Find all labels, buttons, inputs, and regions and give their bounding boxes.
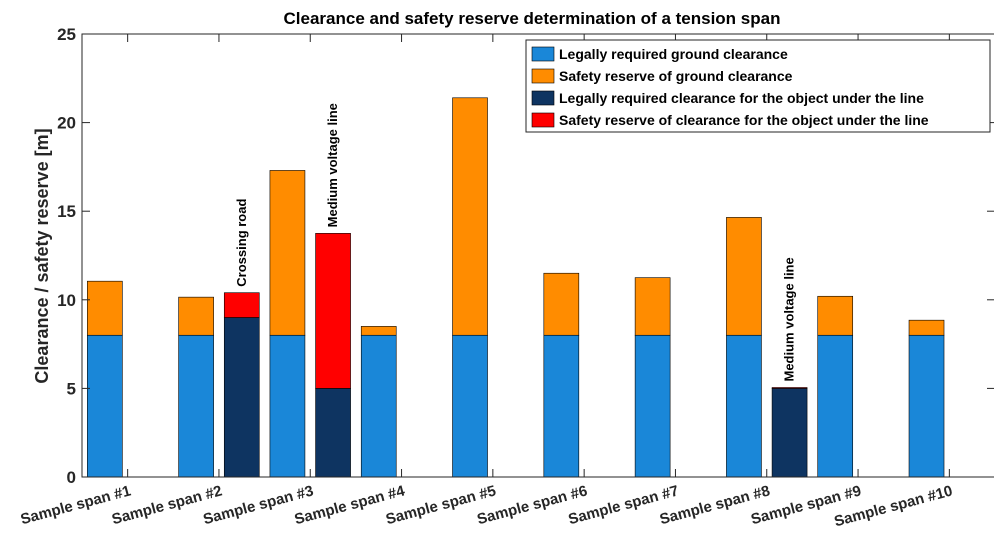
legend-label: Safety reserve of clearance for the obje… [559, 112, 929, 128]
chart-title: Clearance and safety reserve determinati… [284, 9, 781, 28]
bar-segment [908, 319, 945, 336]
bar-segment [360, 334, 397, 478]
y-tick-label: 15 [57, 202, 76, 221]
bar-segment [726, 334, 762, 478]
bar-segment [87, 334, 123, 478]
legend-swatch [531, 46, 555, 62]
bar-segment [178, 334, 214, 478]
bar-segment [452, 97, 488, 336]
y-tick-label: 10 [57, 291, 76, 310]
bar-segment [543, 334, 580, 478]
legend-box [525, 39, 991, 133]
y-tick-label: 0 [67, 468, 76, 487]
bar-segment [315, 233, 351, 389]
legend-label: Legally required ground clearance [559, 46, 788, 62]
bar-segment [452, 334, 488, 478]
bar-segment [634, 334, 671, 478]
legend-swatch [531, 112, 555, 128]
bar-segment [817, 295, 854, 336]
bars-layer [87, 97, 945, 478]
legend-swatch [531, 68, 555, 84]
bar-segment [178, 296, 214, 336]
bar-segment [726, 217, 762, 336]
y-axis-label: Clearance / safety reserve [m] [32, 128, 52, 383]
bar-segment [269, 170, 306, 336]
y-tick-label: 25 [57, 25, 76, 44]
plot-frame [81, 33, 994, 478]
legend-label: Legally required clearance for the objec… [559, 90, 924, 106]
bar-annotation: Medium voltage line [325, 103, 340, 227]
legend: Legally required ground clearance Safety … [525, 39, 991, 133]
bar-segment [223, 292, 260, 318]
bar-annotation: Medium voltage line [782, 257, 797, 381]
bar-segment [543, 272, 580, 336]
y-tick-label: 20 [57, 114, 76, 133]
bar-segment [269, 334, 306, 478]
bar-segment [634, 277, 671, 336]
bar-segment [360, 326, 397, 336]
annotations-layer: Crossing road Medium voltage line Medium v… [234, 103, 797, 381]
bar-segment [87, 280, 123, 336]
bar-segment [315, 388, 351, 478]
bar-annotation: Crossing road [234, 199, 249, 287]
bar-segment [771, 387, 808, 389]
legend-swatch [531, 90, 555, 106]
bar-segment [771, 388, 808, 478]
legend-label: Safety reserve of ground clearance [559, 68, 793, 84]
bar-segment [908, 334, 945, 478]
bar-segment [223, 317, 260, 478]
bar-segment [817, 334, 854, 478]
y-tick-label: 5 [67, 379, 76, 398]
